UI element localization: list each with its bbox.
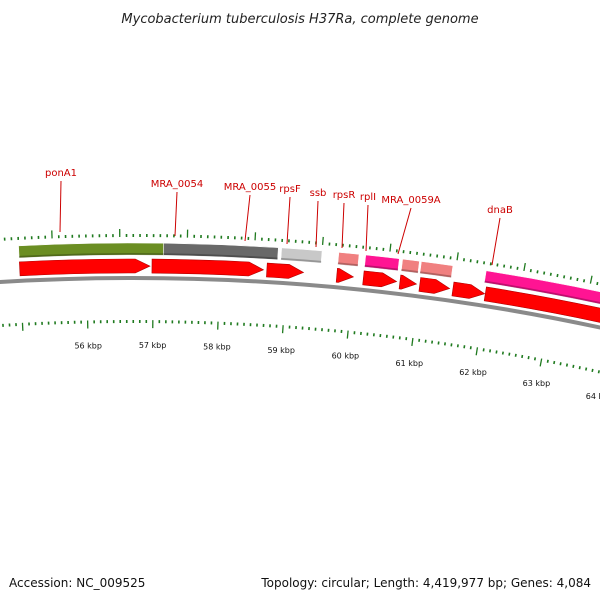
scale-major-tick — [346, 330, 349, 339]
minor-tick — [596, 281, 599, 286]
scale-label: 57 kbp — [139, 341, 167, 350]
gene-feature-shadow — [419, 271, 452, 278]
cds-arrow — [483, 286, 600, 323]
gene-feature — [419, 261, 454, 278]
scale-minor-tick — [572, 364, 575, 368]
gene-feature-shadow — [280, 257, 322, 263]
scale-minor-tick — [553, 360, 556, 365]
gene-feature-shadow — [163, 253, 278, 260]
scale-label: 58 kbp — [203, 343, 231, 352]
scale-minor-tick — [591, 368, 594, 373]
cds-arrow — [19, 258, 151, 277]
minor-tick — [582, 279, 586, 283]
scale-minor-tick — [546, 359, 549, 363]
minor-tick — [549, 272, 552, 276]
cds-arrow — [362, 270, 398, 288]
scale-minor-tick — [514, 353, 517, 357]
gene-label-connector — [491, 217, 501, 266]
scale-minor-tick — [508, 352, 511, 356]
gene-feature — [337, 252, 360, 267]
scale-major-tick — [539, 358, 543, 367]
scale-label: 56 kbp — [74, 341, 102, 350]
gene-label: rpsF — [279, 184, 301, 195]
gene-feature — [484, 270, 600, 305]
major-tick — [389, 243, 392, 252]
cds-arrow — [451, 281, 486, 299]
minor-tick — [576, 277, 579, 282]
minor-tick — [536, 270, 539, 274]
scale-minor-tick — [585, 367, 588, 371]
scale-minor-tick — [597, 370, 600, 374]
genome-summary-text: Topology: circular; Length: 4,419,977 bp… — [261, 576, 591, 590]
gene-label: rpsR — [333, 190, 356, 201]
gene-label-connector — [286, 196, 291, 245]
gene-label: ponA1 — [45, 168, 77, 179]
scale-label: 60 kbp — [332, 351, 360, 360]
gene-label-connector — [341, 202, 345, 249]
minor-tick — [516, 266, 519, 270]
gene-feature-shadow — [337, 262, 359, 267]
gene-feature-shadow — [401, 269, 419, 274]
cds-arrow — [335, 267, 355, 283]
scale-label: 64 kbp — [586, 392, 600, 401]
minor-tick — [556, 273, 559, 278]
major-tick — [589, 275, 593, 284]
cds-arrow — [151, 258, 265, 277]
gene-label-connector — [59, 180, 62, 233]
gene-feature-shadow — [364, 264, 399, 271]
cds-arrow — [266, 262, 305, 279]
gene-feature-shadow — [19, 253, 164, 258]
gene-feature — [280, 247, 323, 264]
gene-label-connector — [365, 204, 369, 252]
gene-label: rplI — [360, 192, 376, 203]
scale-minor-tick — [565, 363, 569, 367]
scale-minor-tick — [533, 357, 537, 361]
gene-label-connector — [244, 194, 251, 242]
inner-tick-ring — [2, 319, 600, 374]
map-title: Mycobacterium tuberculosis H37Ra, comple… — [121, 12, 478, 27]
cds-track — [19, 258, 600, 323]
scale-major-tick — [281, 325, 284, 334]
gene-label-connector — [397, 207, 412, 255]
scale-minor-tick — [578, 366, 581, 370]
scale-minor-tick — [521, 354, 524, 359]
scale-minor-tick — [501, 351, 504, 355]
gene-label-connector — [174, 191, 178, 237]
cds-arrow — [398, 274, 418, 290]
gene-label: dnaB — [487, 205, 513, 216]
gene-label: MRA_0059A — [381, 195, 440, 206]
gene-label-connector — [315, 200, 319, 248]
scale-major-tick — [411, 337, 414, 347]
scale-minor-tick — [559, 362, 562, 366]
gene-labels: ponA1 MRA_0054 MRA_0055 rpsF ssb rpsR rplI MRA_… — [45, 168, 513, 266]
minor-tick — [569, 276, 572, 280]
minor-tick — [563, 275, 566, 279]
minor-tick — [543, 271, 546, 275]
major-tick — [523, 262, 526, 272]
cds-arrow — [418, 277, 451, 294]
scale-minor-tick — [527, 356, 530, 360]
feature-track — [18, 242, 600, 305]
gene-feature-shadow — [484, 280, 600, 305]
gene-feature — [364, 254, 400, 271]
gene-feature — [163, 242, 279, 260]
scale-label: 59 kbp — [267, 346, 295, 355]
minor-tick — [529, 269, 532, 273]
genome-backbone — [0, 276, 600, 330]
gene-feature — [400, 258, 420, 274]
outer-tick-ring — [3, 229, 599, 286]
gene-label: MRA_0054 — [151, 179, 203, 190]
scale-label: 61 kbp — [396, 359, 424, 368]
major-tick — [456, 252, 459, 261]
scale-label: 63 kbp — [523, 379, 551, 388]
scale-labels: 56 kbp 57 kbp 58 kbp 59 kbp 60 kbp 61 kbp 62 k… — [74, 341, 600, 401]
scale-label: 62 kbp — [459, 368, 487, 377]
gene-label: MRA_0055 — [224, 182, 276, 193]
gene-label: ssb — [310, 188, 327, 199]
accession-text: Accession: NC_009525 — [9, 576, 146, 590]
major-tick — [321, 236, 324, 245]
scale-major-tick — [475, 347, 479, 356]
